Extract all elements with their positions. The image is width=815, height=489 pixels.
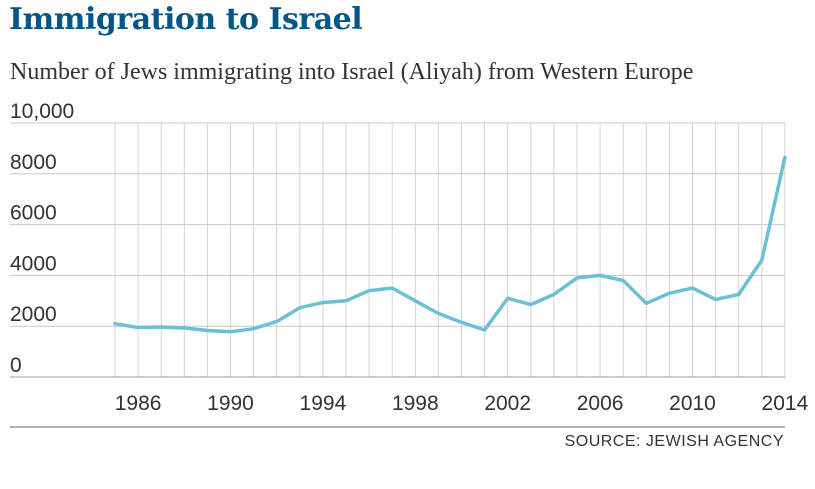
data-point-1991 bbox=[252, 327, 255, 330]
y-tick-label-2000: 2000 bbox=[10, 303, 57, 326]
source-note: SOURCE: JEWISH AGENCY bbox=[564, 433, 784, 450]
data-point-1990 bbox=[229, 330, 232, 333]
vertical-gridlines bbox=[114, 123, 786, 377]
data-point-2010 bbox=[691, 287, 694, 290]
data-point-1989 bbox=[206, 329, 209, 332]
series-layer bbox=[113, 155, 787, 334]
data-point-2003 bbox=[529, 303, 532, 306]
data-point-1987 bbox=[160, 325, 163, 328]
chart-subtitle: Number of Jews immigrating into Israel (… bbox=[10, 59, 694, 85]
data-point-2004 bbox=[552, 293, 555, 296]
series-line-0 bbox=[113, 155, 787, 334]
x-tick-label-1990: 1990 bbox=[207, 392, 254, 415]
y-axis-labels: 0 2000 4000 6000 8000 10,000 bbox=[10, 100, 74, 377]
y-tick-label-8000: 8000 bbox=[10, 151, 57, 174]
y-tick-label-10000: 10,000 bbox=[10, 100, 74, 123]
data-point-2013 bbox=[760, 259, 763, 262]
data-point-1985 bbox=[114, 322, 117, 325]
x-tick-label-2006: 2006 bbox=[577, 392, 624, 415]
data-point-1986 bbox=[137, 326, 140, 329]
x-tick-label-2014: 2014 bbox=[762, 392, 809, 415]
data-point-2012 bbox=[737, 293, 740, 296]
data-point-1988 bbox=[183, 326, 186, 329]
data-point-1999 bbox=[437, 312, 440, 315]
data-point-1992 bbox=[275, 320, 278, 323]
data-point-2008 bbox=[645, 302, 648, 305]
x-tick-label-1994: 1994 bbox=[300, 392, 347, 415]
y-tick-label-6000: 6000 bbox=[10, 202, 57, 225]
data-point-2007 bbox=[622, 279, 625, 282]
data-point-2002 bbox=[506, 297, 509, 300]
data-point-1995 bbox=[345, 299, 348, 302]
data-point-1993 bbox=[298, 306, 301, 309]
chart-title: Immigration to Israel bbox=[9, 2, 363, 37]
x-tick-label-2010: 2010 bbox=[669, 392, 716, 415]
data-point-2000 bbox=[460, 321, 463, 324]
y-tick-label-0: 0 bbox=[10, 354, 22, 377]
data-point-1998 bbox=[414, 299, 417, 302]
data-point-2005 bbox=[576, 276, 579, 279]
x-tick-label-1986: 1986 bbox=[115, 392, 162, 415]
data-point-1997 bbox=[391, 287, 394, 290]
y-tick-label-4000: 4000 bbox=[10, 252, 57, 275]
data-point-1994 bbox=[321, 301, 324, 304]
data-point-1996 bbox=[368, 289, 371, 292]
x-tick-label-1998: 1998 bbox=[392, 392, 439, 415]
data-point-2006 bbox=[599, 274, 602, 277]
x-tick-label-2002: 2002 bbox=[484, 392, 531, 415]
data-point-2014 bbox=[783, 156, 786, 159]
horizontal-gridlines bbox=[10, 122, 785, 378]
data-point-2009 bbox=[668, 292, 671, 295]
data-point-2011 bbox=[714, 298, 717, 301]
x-axis-labels: 1986 1990 1994 1998 2002 2006 2010 2014 bbox=[115, 392, 809, 415]
data-point-2001 bbox=[483, 329, 486, 332]
